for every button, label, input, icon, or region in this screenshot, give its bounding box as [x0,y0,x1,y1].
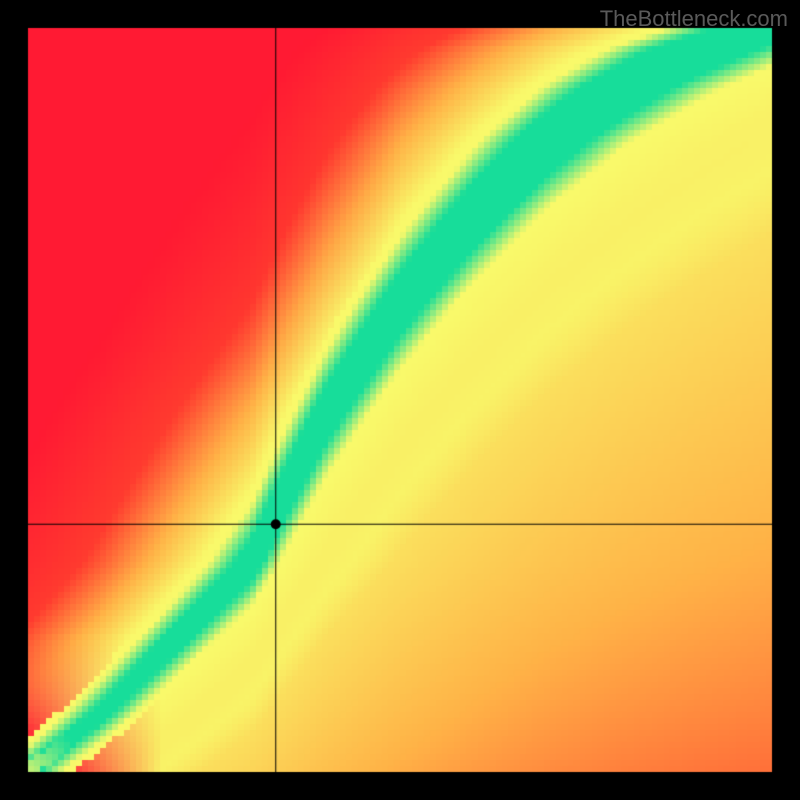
watermark-text: TheBottleneck.com [600,6,788,32]
bottleneck-heatmap [0,0,800,800]
